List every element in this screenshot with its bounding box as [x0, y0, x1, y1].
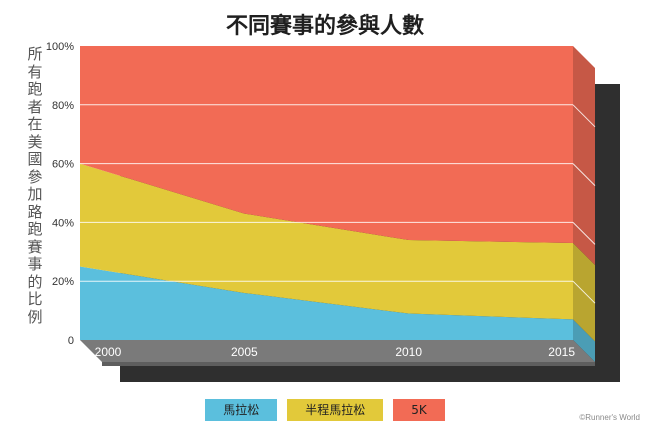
chart-title: 不同賽事的參與人數 [225, 14, 424, 39]
gridline-side [572, 280, 596, 304]
credit-text: ©Runner's World [579, 413, 640, 422]
gridline-side [572, 163, 596, 186]
x-tick-label: 2000 [95, 345, 122, 359]
gridline-side [572, 104, 596, 128]
x-tick-label: 2015 [548, 345, 575, 359]
legend: 馬拉松 半程馬拉松 5K [0, 399, 650, 421]
x-tick-label: 2005 [231, 345, 258, 359]
gridline-side [572, 222, 596, 245]
y-tick-label: 20% [52, 276, 74, 288]
chart-floor [80, 340, 595, 362]
legend-item: 半程馬拉松 [287, 399, 384, 421]
legend-item: 5K [393, 399, 445, 421]
legend-item: 馬拉松 [205, 399, 278, 421]
side-face-5K [573, 46, 595, 265]
area-半程馬拉松 [80, 163, 573, 320]
y-tick-label: 60% [52, 159, 74, 171]
y-tick-label: 100% [46, 41, 74, 53]
area-馬拉松 [80, 266, 573, 340]
side-face-馬拉松 [573, 319, 595, 362]
y-axis-label: 所有跑者在美國參加路跑賽事的比例 [27, 45, 43, 326]
x-tick-label: 2010 [395, 345, 422, 359]
area-5K [80, 46, 573, 243]
chart-floor-edge [102, 362, 595, 366]
y-tick-label: 40% [52, 217, 74, 229]
y-tick-label: 80% [52, 100, 74, 112]
y-tick-label: 0 [68, 335, 74, 347]
